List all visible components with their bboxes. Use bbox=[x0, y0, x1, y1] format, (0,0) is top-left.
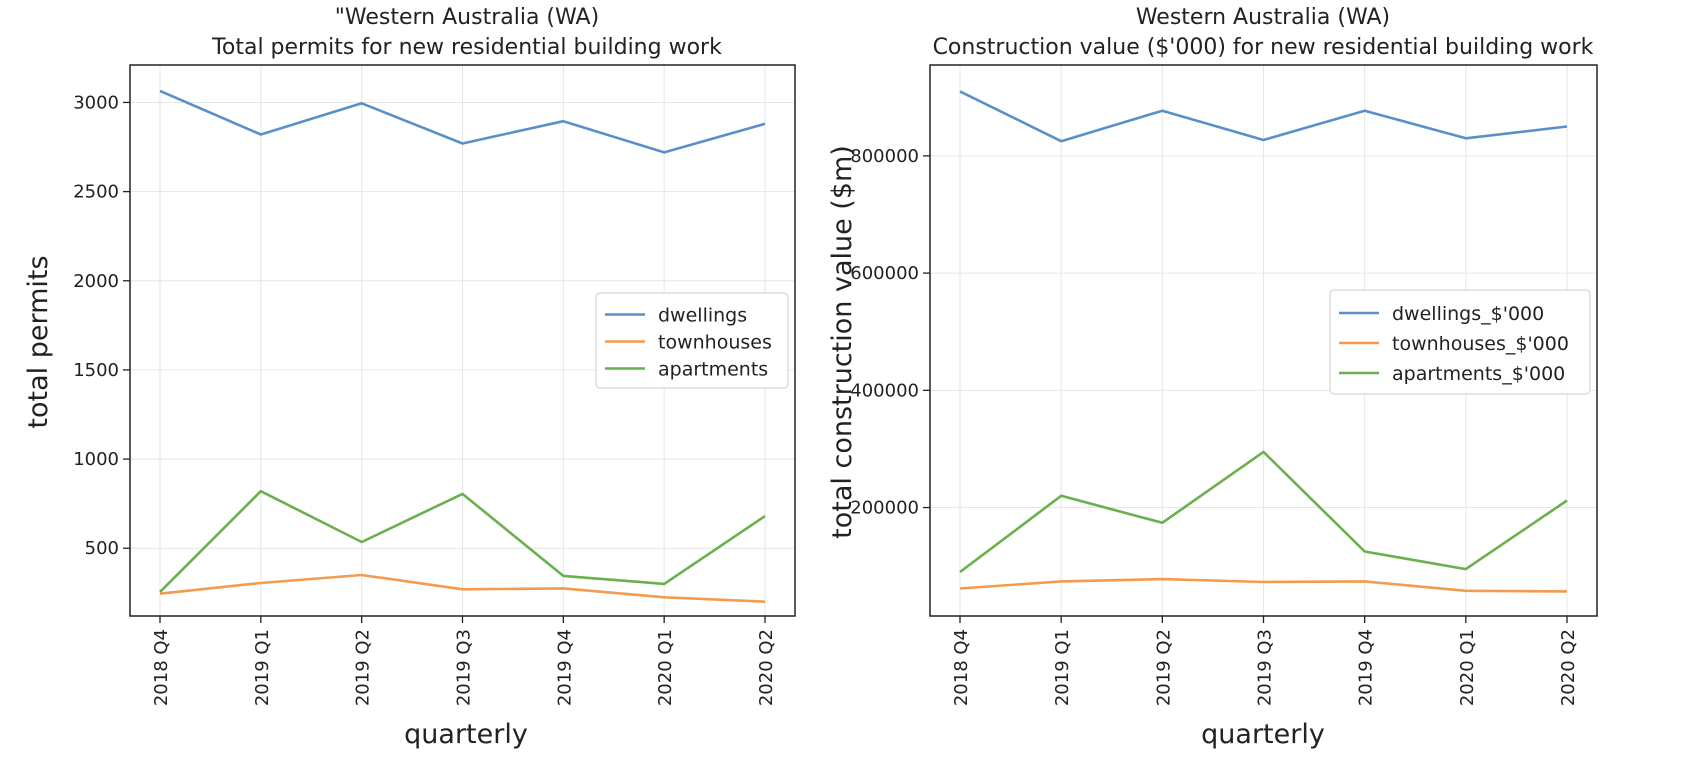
value-x-tick-label: 2018 Q4 bbox=[951, 629, 972, 706]
value-chart-title-line1: Western Australia (WA) bbox=[1136, 5, 1390, 30]
permits-chart-x-label: quarterly bbox=[404, 719, 528, 750]
permits-series-line-townhouses bbox=[159, 573, 766, 603]
permits-legend-label-apartments: apartments bbox=[658, 359, 768, 381]
value-legend-label-townhouses-000: townhouses_$'000 bbox=[1392, 333, 1569, 355]
permits-x-tick-label: 2019 Q3 bbox=[454, 629, 475, 706]
value-y-tick-label: 400000 bbox=[850, 380, 919, 401]
value-chart-series bbox=[959, 90, 1568, 593]
value-chart-legend: dwellings_$'000 townhouses_$'000 apartment… bbox=[1329, 289, 1591, 395]
construction-value-chart: Western Australia (WA) Construction valu… bbox=[827, 5, 1598, 750]
value-chart-ticks: 2018 Q4 2019 Q1 2019 Q2 2019 Q3 2019 Q4 2020 … bbox=[850, 146, 1579, 706]
permits-chart-y-label: total permits bbox=[23, 255, 54, 428]
permits-chart-title-line1: "Western Australia (WA) bbox=[335, 5, 599, 30]
permits-y-tick-label: 500 bbox=[85, 538, 119, 559]
permits-x-tick-label: 2019 Q1 bbox=[252, 629, 273, 706]
value-chart-title-line2: Construction value ($'000) for new resid… bbox=[933, 35, 1594, 60]
permits-series-line-dwellings bbox=[159, 89, 766, 154]
value-y-tick-label: 200000 bbox=[850, 498, 919, 519]
permits-x-tick-label: 2020 Q1 bbox=[655, 629, 676, 706]
value-x-tick-label: 2019 Q2 bbox=[1153, 629, 1174, 706]
value-y-tick-label: 800000 bbox=[850, 146, 919, 167]
permits-y-tick-label: 1000 bbox=[73, 449, 119, 470]
permits-chart-ticks: 2018 Q4 2019 Q1 2019 Q2 2019 Q3 2019 Q4 2020 … bbox=[73, 92, 777, 706]
value-chart-y-label: total construction value ($m) bbox=[827, 145, 858, 539]
permits-legend-label-townhouses: townhouses bbox=[658, 332, 772, 354]
permits-legend-box bbox=[595, 292, 789, 389]
value-x-tick-label: 2019 Q3 bbox=[1255, 629, 1276, 706]
permits-y-tick-label: 1500 bbox=[73, 360, 119, 381]
permits-chart-series bbox=[159, 89, 766, 603]
permits-x-tick-label: 2019 Q4 bbox=[554, 629, 575, 706]
permits-series-line-apartments bbox=[159, 489, 766, 593]
value-x-tick-label: 2019 Q1 bbox=[1052, 629, 1073, 706]
value-x-tick-label: 2020 Q2 bbox=[1558, 629, 1579, 706]
permits-y-tick-label: 2500 bbox=[73, 182, 119, 203]
permits-chart-legend: dwellings townhouses apartments bbox=[595, 292, 789, 389]
value-series-line-dwellings-000 bbox=[959, 90, 1568, 143]
permits-x-tick-label: 2019 Q2 bbox=[353, 629, 374, 706]
value-x-tick-label: 2019 Q4 bbox=[1356, 629, 1377, 706]
permits-legend-label-dwellings: dwellings bbox=[658, 305, 747, 327]
value-legend-box bbox=[1329, 289, 1591, 395]
value-series-line-townhouses-000 bbox=[959, 577, 1568, 593]
permits-chart-title-line2: Total permits for new residential buildi… bbox=[211, 35, 722, 60]
permits-y-tick-label: 3000 bbox=[73, 92, 119, 113]
value-chart-x-label: quarterly bbox=[1201, 719, 1325, 750]
permits-x-tick-label: 2020 Q2 bbox=[756, 629, 777, 706]
permits-y-tick-label: 2000 bbox=[73, 271, 119, 292]
permits-x-tick-label: 2018 Q4 bbox=[151, 629, 172, 706]
value-legend-label-dwellings-000: dwellings_$'000 bbox=[1392, 303, 1544, 325]
value-legend-label-apartments-000: apartments_$'000 bbox=[1392, 363, 1565, 385]
value-x-tick-label: 2020 Q1 bbox=[1457, 629, 1478, 706]
value-y-tick-label: 600000 bbox=[850, 263, 919, 284]
value-series-line-apartments-000 bbox=[959, 450, 1568, 574]
permits-chart: "Western Australia (WA) Total permits fo… bbox=[23, 5, 796, 750]
